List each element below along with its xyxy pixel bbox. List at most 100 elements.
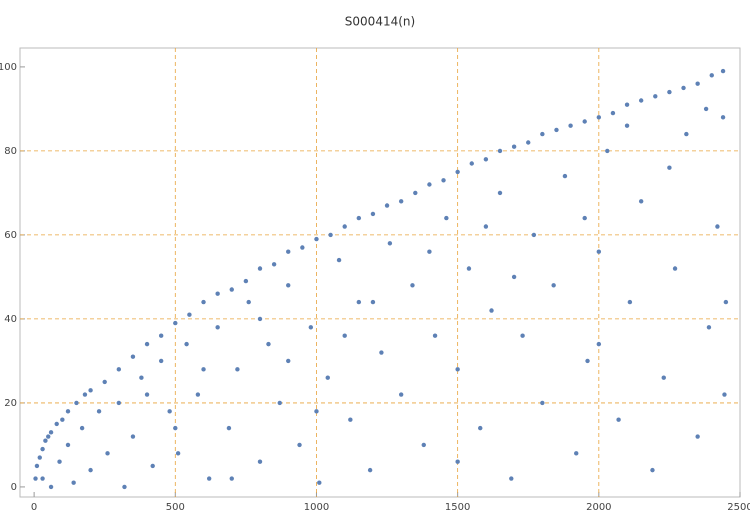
point <box>130 354 136 359</box>
point <box>79 425 85 431</box>
point <box>455 459 460 464</box>
point <box>314 236 319 242</box>
point <box>722 392 727 397</box>
point <box>277 400 282 406</box>
point <box>158 358 164 364</box>
point <box>201 299 206 305</box>
point <box>520 333 525 338</box>
point <box>695 434 700 439</box>
point <box>681 85 686 91</box>
point <box>551 283 556 288</box>
point <box>48 430 54 435</box>
point <box>638 98 644 103</box>
point <box>610 110 616 116</box>
point <box>723 299 729 305</box>
point <box>286 249 291 254</box>
point <box>173 320 178 326</box>
point <box>624 102 630 107</box>
x-tick-label: 1000 <box>304 502 329 513</box>
point <box>37 455 42 460</box>
point <box>667 89 672 95</box>
point <box>398 199 404 204</box>
point <box>596 341 602 347</box>
point <box>122 484 127 490</box>
point <box>139 375 144 380</box>
point <box>195 392 201 397</box>
point <box>398 392 404 397</box>
point <box>370 299 376 305</box>
y-tick-label: 0 <box>11 482 17 493</box>
point <box>585 358 590 364</box>
point <box>370 211 376 217</box>
point <box>444 215 449 221</box>
point <box>497 190 503 196</box>
point <box>173 425 178 431</box>
point <box>314 409 319 414</box>
point <box>709 73 714 78</box>
point <box>105 451 110 456</box>
x-tick-label: 500 <box>166 502 185 513</box>
point <box>478 425 483 431</box>
point <box>526 140 531 145</box>
point <box>184 341 189 347</box>
point <box>40 476 45 481</box>
point <box>379 350 384 355</box>
point <box>540 131 545 137</box>
point <box>367 467 373 473</box>
point <box>596 249 602 254</box>
point <box>554 127 559 133</box>
point <box>509 476 514 481</box>
point <box>384 203 390 208</box>
point <box>243 278 249 284</box>
point <box>257 266 263 271</box>
point <box>703 106 709 112</box>
point <box>421 442 426 448</box>
point <box>257 459 263 464</box>
point <box>672 266 678 271</box>
point <box>582 119 587 124</box>
y-tick-label: 100 <box>0 62 17 73</box>
point <box>342 224 347 229</box>
point <box>65 442 71 448</box>
point <box>568 123 573 128</box>
point <box>356 299 362 305</box>
point <box>34 463 40 469</box>
point <box>582 215 587 221</box>
point <box>653 94 658 99</box>
x-tick-label: 1500 <box>445 502 470 513</box>
point <box>540 400 545 406</box>
point <box>102 379 107 385</box>
point <box>605 148 610 154</box>
point <box>88 467 93 473</box>
point <box>229 287 234 292</box>
x-tick-label: 0 <box>31 502 37 513</box>
point <box>410 283 415 288</box>
point <box>497 148 503 154</box>
point <box>650 467 655 473</box>
point <box>455 169 460 175</box>
point <box>720 68 726 74</box>
point <box>235 367 240 372</box>
point <box>441 178 446 183</box>
point <box>266 341 271 347</box>
point <box>116 367 122 372</box>
point <box>297 442 302 448</box>
point <box>187 312 192 317</box>
y-tick-label: 60 <box>4 230 17 241</box>
point <box>715 224 720 229</box>
point <box>455 367 460 372</box>
point <box>627 299 633 305</box>
x-tick-label: 2000 <box>586 502 611 513</box>
point <box>317 480 322 485</box>
plot-frame <box>19 47 741 498</box>
point <box>130 434 136 439</box>
point <box>116 400 122 406</box>
point <box>286 358 291 364</box>
point <box>167 409 172 414</box>
point <box>57 459 62 464</box>
y-tick-label: 40 <box>4 314 17 325</box>
point <box>144 341 150 347</box>
point <box>229 476 234 481</box>
point <box>624 123 630 128</box>
